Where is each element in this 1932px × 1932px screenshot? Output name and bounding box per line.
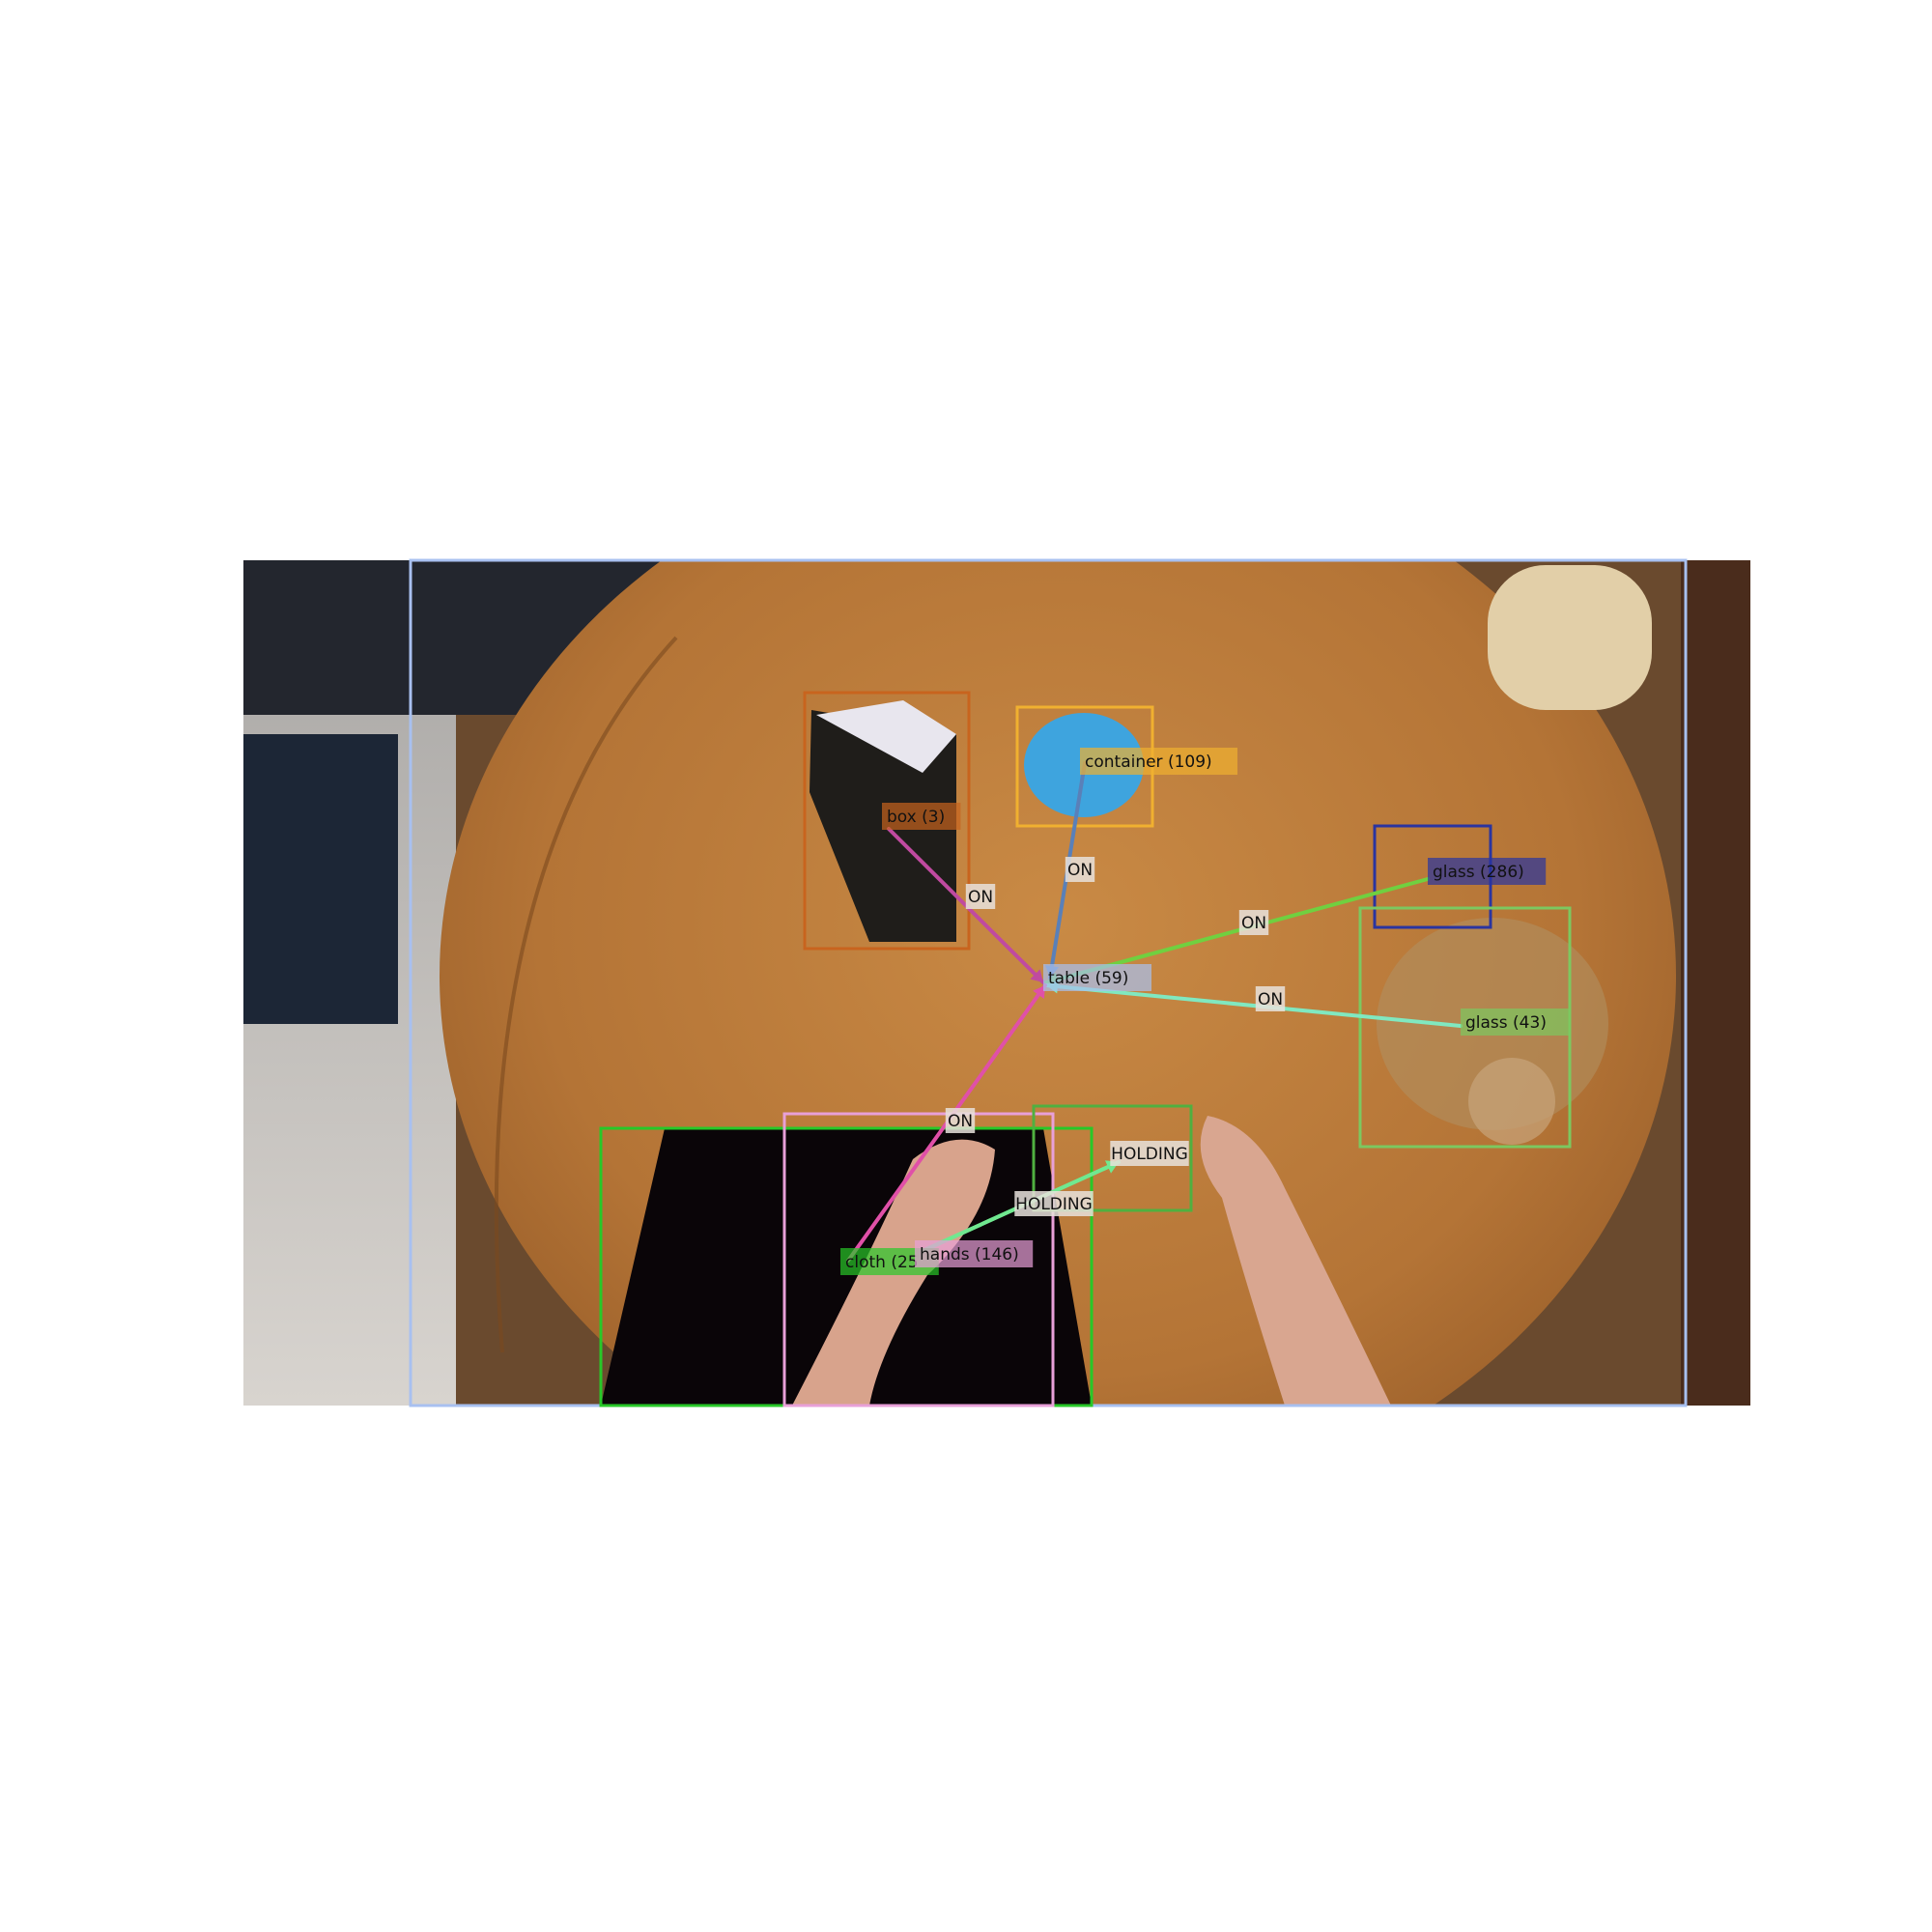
arrowhead-cloth-on-table: [1033, 985, 1045, 999]
relation-label-box-on-table: ON: [965, 884, 996, 909]
photo: [243, 560, 1750, 1406]
relation-label-text: ON: [1067, 861, 1093, 880]
relation-label-bg: [945, 1108, 976, 1133]
arrowhead-box-on-table: [1030, 969, 1043, 982]
object-label-text: box (3): [887, 808, 945, 827]
relation-labels: ON ON ON ON ON HOLDING HOLDING: [945, 857, 1286, 1216]
object-label-container: container (109): [1080, 748, 1237, 775]
relation-label-bg: [965, 884, 996, 909]
relation-label-bg: [1014, 1191, 1094, 1216]
box-lid: [816, 700, 956, 773]
relation-label-cloth-on-table: ON: [945, 1108, 976, 1133]
relation-label-text: HOLDING: [1015, 1195, 1093, 1214]
relation-label-hands-holding-2: HOLDING: [1014, 1191, 1094, 1216]
object-label-bg: [882, 803, 961, 830]
object-label-glass286: glass (286): [1428, 858, 1547, 885]
bbox-hands: [782, 1112, 1055, 1407]
object-label-table: table (59): [1043, 964, 1151, 991]
relation-label-bg: [1255, 986, 1286, 1011]
sofa: [243, 734, 398, 1024]
object-label-bg: [1461, 1009, 1569, 1036]
bbox-held: [1032, 1104, 1193, 1212]
right-wall: [1681, 560, 1750, 1406]
object-label-bg: [1043, 964, 1151, 991]
object-label-text: table (59): [1048, 969, 1128, 988]
relation-label-text: ON: [968, 888, 993, 907]
table-edge-arc: [494, 636, 678, 1353]
object-label-text: hands (146): [920, 1245, 1019, 1264]
object-label-bg: [1080, 748, 1237, 775]
relation-label-glass43-on-table: ON: [1255, 986, 1286, 1011]
relation-label-text: HOLDING: [1111, 1145, 1188, 1164]
relation-label-glass286-on-table: ON: [1238, 910, 1269, 935]
glass-cup: [1468, 1058, 1555, 1145]
object-labels: table (59) box (3) container (109) glass (2…: [840, 748, 1569, 1275]
object-label-bg: [915, 1240, 1034, 1267]
relation-label-hands-holding-1: HOLDING: [1110, 1141, 1189, 1166]
bbox-box: [803, 691, 971, 951]
object-label-text: cloth (25: [845, 1253, 919, 1272]
relation-label-container-on-table: ON: [1065, 857, 1095, 882]
relation-label-text: ON: [948, 1112, 973, 1131]
object-label-bg: [1428, 858, 1547, 885]
object-label-hands: hands (146): [915, 1240, 1034, 1267]
relation-label-bg: [1238, 910, 1269, 935]
object-label-text: glass (43): [1465, 1013, 1547, 1033]
relation-label-text: ON: [1241, 914, 1266, 933]
object-label-cloth: cloth (25: [840, 1248, 939, 1275]
chair-back: [1488, 565, 1652, 710]
right-hand-arm: [1200, 1116, 1391, 1406]
object-label-glass43: glass (43): [1461, 1009, 1569, 1036]
relation-label-bg: [1065, 857, 1095, 882]
object-label-box: box (3): [882, 803, 961, 830]
relation-label-bg: [1110, 1141, 1189, 1166]
object-label-text: container (109): [1085, 753, 1212, 772]
object-label-text: glass (286): [1433, 863, 1524, 882]
bbox-glass43: [1358, 906, 1572, 1149]
edge-glass43-on-table: [1044, 983, 1463, 1028]
relation-label-text: ON: [1258, 990, 1283, 1009]
